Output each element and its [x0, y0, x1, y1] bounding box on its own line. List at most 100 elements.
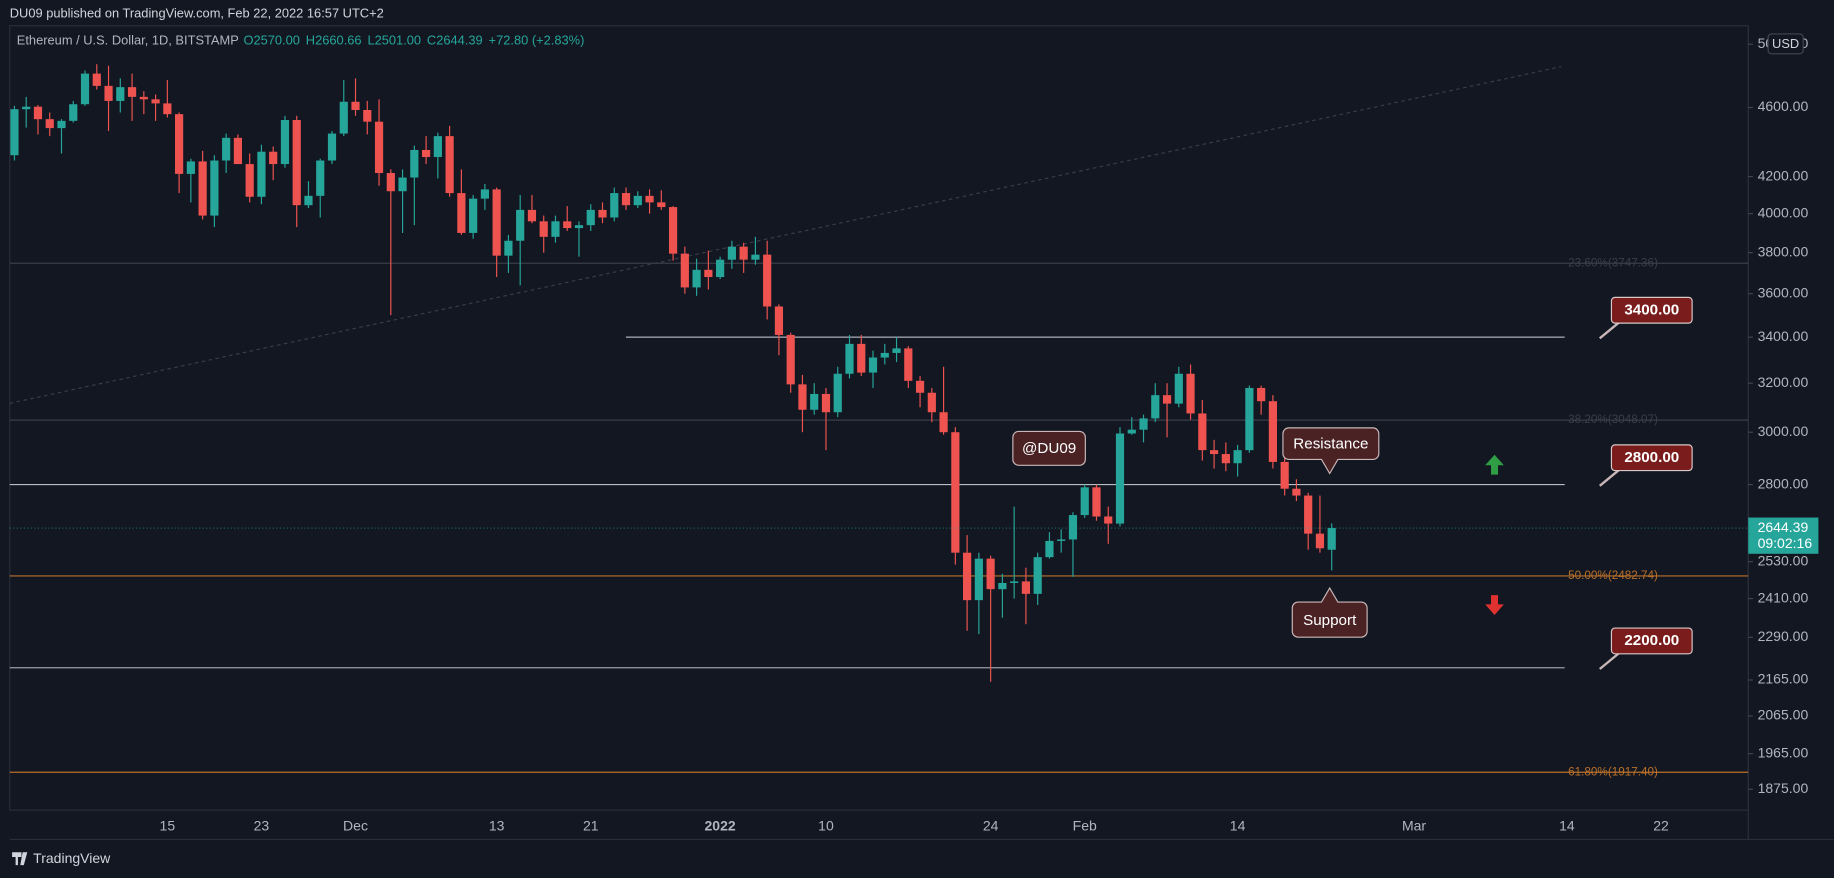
fib-label: 23.60%(3747.36) — [1568, 256, 1658, 269]
candle-body — [1257, 387, 1266, 402]
candle-body — [127, 87, 137, 97]
ohlc-value: L2501.00 — [367, 32, 421, 47]
candle-body — [1033, 557, 1042, 594]
candle-body — [586, 209, 595, 226]
candle-body — [798, 384, 807, 410]
candle-body — [339, 101, 348, 134]
candle-body — [80, 73, 90, 105]
y-tick-label: 4200.00 — [1758, 167, 1809, 183]
candle-body — [1315, 533, 1325, 549]
y-tick-label: 1875.00 — [1758, 780, 1809, 796]
marks: 23.60%(3747.36) 38.20%(3048.07) 50.00%(248… — [9, 64, 1749, 778]
candle-body — [92, 73, 101, 86]
candle-body — [1010, 581, 1019, 583]
x-tick-label: 23 — [254, 817, 270, 833]
candle-body — [504, 240, 513, 256]
candle-body — [1221, 454, 1230, 464]
trend-line — [9, 66, 1562, 404]
candle-body — [292, 120, 301, 206]
candle-body — [1092, 487, 1101, 517]
candle-body — [904, 348, 913, 381]
currency[interactable]: USD — [1772, 36, 1799, 51]
candle-body — [974, 558, 983, 601]
y-tick-label: 2165.00 — [1758, 671, 1809, 687]
level-box — [1610, 296, 1693, 324]
candle-body — [1104, 516, 1113, 524]
candle-body — [104, 85, 113, 101]
candle-body — [857, 343, 866, 373]
y-tick-label: 2065.00 — [1758, 707, 1809, 723]
candle-body — [1233, 450, 1242, 464]
candle-body — [186, 161, 195, 174]
x-tick-label: 2022 — [705, 817, 736, 833]
candle-body — [598, 209, 607, 218]
candle-body — [1127, 429, 1136, 434]
x-tick-label: 14 — [1230, 817, 1246, 833]
x-tick-label: Mar — [1402, 817, 1426, 833]
candle-body — [892, 348, 901, 353]
footer-brand: TradingView — [33, 850, 111, 866]
candle-body — [245, 164, 254, 197]
callout-box — [1012, 430, 1086, 466]
candle-body — [986, 558, 995, 590]
resistance-label: Resistance — [1293, 435, 1368, 452]
x-tick-label: 21 — [583, 817, 599, 833]
fib-label: 50.00%(2482.74) — [1568, 569, 1658, 582]
candle-body — [116, 87, 125, 101]
author-callout: @DU09 — [1012, 430, 1086, 466]
candle-body — [269, 151, 278, 165]
candle-body — [1245, 387, 1254, 451]
ohlc-value: H2660.66 — [306, 32, 362, 47]
level-label: 3400.00 — [1624, 301, 1679, 318]
candle-body — [1115, 433, 1125, 524]
y-tick-label: 1965.00 — [1758, 744, 1809, 760]
candle-body — [210, 160, 219, 216]
callout-pointer — [1599, 321, 1621, 340]
x-tick-label: 10 — [818, 817, 834, 833]
candle-body — [668, 207, 678, 254]
ohlc-value: C2644.39 — [427, 32, 483, 47]
candle-body — [457, 193, 466, 233]
level-label: 2200.00 — [1624, 632, 1679, 649]
countdown: 09:02:16 — [1758, 535, 1813, 551]
x-tick-label: 14 — [1559, 817, 1575, 833]
candle-body — [45, 119, 54, 129]
y-tick-label: 2290.00 — [1758, 628, 1809, 644]
publisher: DU09 published on TradingView.com, Feb 2… — [10, 5, 384, 20]
symbol: Ethereum / U.S. Dollar, 1D, BITSTAMP — [17, 32, 239, 47]
candle-body — [845, 343, 854, 374]
candle-body — [963, 552, 972, 601]
candle-body — [727, 246, 736, 260]
candle-body — [915, 380, 925, 393]
y-tick-label: 3000.00 — [1758, 423, 1809, 439]
level-box — [1610, 627, 1693, 655]
candle-body — [939, 412, 948, 433]
support-label: Support — [1303, 612, 1357, 629]
y-tick-label: 2800.00 — [1758, 475, 1809, 491]
candle-body — [433, 136, 442, 157]
currency-badge[interactable] — [1767, 33, 1804, 55]
candle-body — [222, 137, 231, 161]
y-tick-label: 3600.00 — [1758, 284, 1809, 300]
candle-body — [480, 189, 489, 199]
fib-label: 61.80%(1917.40) — [1568, 765, 1658, 778]
level-label: 2800.00 — [1624, 449, 1679, 466]
last-price-label: 2644.39 — [1758, 519, 1809, 535]
y-tick-label: 2410.00 — [1758, 589, 1809, 605]
candle-body — [868, 357, 878, 373]
candle-body — [574, 225, 584, 229]
candle-body — [951, 432, 960, 553]
candle-body — [1327, 528, 1336, 550]
candle-body — [610, 193, 619, 218]
candle-body — [10, 109, 19, 156]
candle-body — [69, 104, 78, 121]
y-tick-label: 4000.00 — [1758, 204, 1809, 220]
candle-body — [410, 149, 419, 178]
candle-body — [257, 151, 266, 197]
candle-body — [175, 114, 184, 174]
candle-body — [1162, 395, 1172, 404]
candle-body — [621, 193, 631, 206]
candle-body — [327, 133, 337, 161]
candle-body — [527, 209, 537, 222]
